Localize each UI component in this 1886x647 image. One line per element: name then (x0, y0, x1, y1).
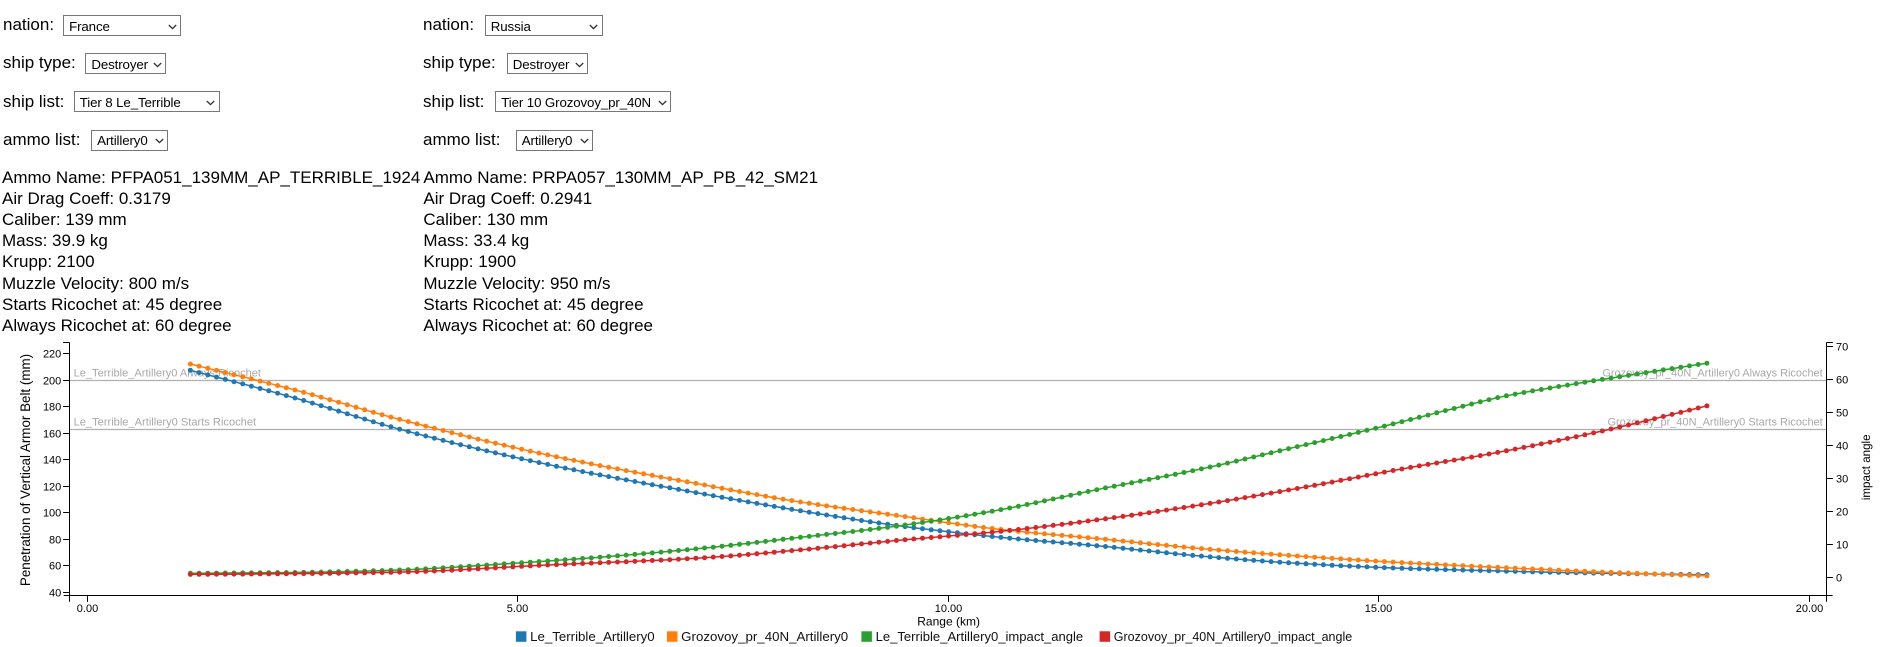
svg-text:200: 200 (43, 375, 61, 387)
svg-text:Grozovoy_pr_40N_Artillery0_imp: Grozovoy_pr_40N_Artillery0_impact_angle (1114, 629, 1352, 644)
svg-text:120: 120 (43, 481, 61, 493)
svg-text:20: 20 (1836, 506, 1848, 518)
svg-text:140: 140 (43, 454, 61, 466)
svg-text:50: 50 (1836, 407, 1848, 419)
svg-text:Le_Terrible_Artillery0 Starts: Le_Terrible_Artillery0 Starts Ricochet (74, 417, 257, 429)
svg-text:180: 180 (43, 401, 61, 413)
svg-text:10.00: 10.00 (935, 603, 963, 615)
svg-text:20.00: 20.00 (1796, 603, 1824, 615)
svg-text:80: 80 (49, 534, 61, 546)
svg-text:60: 60 (49, 560, 61, 572)
svg-text:40: 40 (1836, 440, 1848, 452)
svg-text:Grozovoy_pr_40N_Artillery0: Grozovoy_pr_40N_Artillery0 (681, 629, 848, 644)
svg-text:Grozovoy_pr_40N_Artillery0 Sta: Grozovoy_pr_40N_Artillery0 Starts Ricoch… (1608, 417, 1824, 429)
svg-text:10: 10 (1836, 539, 1848, 551)
svg-text:0.00: 0.00 (77, 603, 98, 615)
svg-text:Le_Terrible_Artillery0: Le_Terrible_Artillery0 (530, 629, 655, 644)
svg-text:40: 40 (49, 587, 61, 599)
svg-text:Le_Terrible_Artillery0_impact_: Le_Terrible_Artillery0_impact_angle (876, 629, 1084, 644)
svg-text:15.00: 15.00 (1365, 603, 1393, 615)
svg-text:Range (km): Range (km) (917, 615, 980, 629)
svg-text:220: 220 (43, 348, 61, 360)
svg-text:0: 0 (1836, 572, 1842, 584)
svg-text:70: 70 (1836, 341, 1848, 353)
svg-text:30: 30 (1836, 473, 1848, 485)
svg-text:Penetration of Vertical Armor: Penetration of Vertical Armor Belt (mm) (18, 354, 33, 586)
svg-text:160: 160 (43, 428, 61, 440)
svg-text:impact angle: impact angle (1860, 434, 1873, 500)
svg-text:60: 60 (1836, 374, 1848, 386)
svg-text:5.00: 5.00 (507, 603, 528, 615)
svg-text:100: 100 (43, 507, 61, 519)
